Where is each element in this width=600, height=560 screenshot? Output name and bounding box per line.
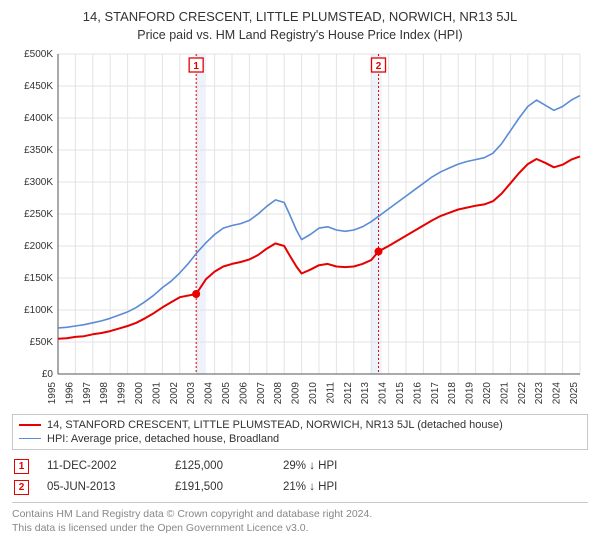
svg-text:2003: 2003: [186, 381, 197, 404]
page-title: 14, STANFORD CRESCENT, LITTLE PLUMSTEAD,…: [12, 8, 588, 26]
svg-text:2011: 2011: [325, 381, 336, 403]
svg-text:2002: 2002: [169, 381, 180, 404]
svg-text:2000: 2000: [134, 381, 145, 404]
svg-text:2020: 2020: [482, 381, 493, 404]
copyright: Contains HM Land Registry data © Crown c…: [12, 502, 588, 535]
svg-text:£500K: £500K: [24, 49, 53, 60]
svg-text:1998: 1998: [99, 381, 110, 404]
svg-text:2010: 2010: [308, 381, 319, 404]
svg-text:2001: 2001: [151, 381, 162, 404]
svg-text:2014: 2014: [378, 381, 389, 404]
svg-text:£50K: £50K: [30, 337, 54, 348]
legend-swatch: [19, 424, 41, 426]
svg-text:2004: 2004: [204, 381, 215, 404]
price-chart: £0 £50K £100K £150K £200K £250K £300K £350K £400…: [12, 48, 588, 408]
copyright-line-1: Contains HM Land Registry data © Crown c…: [12, 507, 588, 521]
event-row: 1 11-DEC-2002 £125,000 29% ↓ HPI: [12, 456, 588, 477]
svg-text:2008: 2008: [273, 381, 284, 404]
svg-text:£400K: £400K: [24, 113, 53, 124]
svg-text:1995: 1995: [47, 381, 58, 404]
event-marker: 2: [14, 480, 29, 495]
svg-text:£100K: £100K: [24, 305, 53, 316]
svg-text:2007: 2007: [256, 381, 267, 404]
svg-text:2025: 2025: [569, 381, 580, 404]
svg-text:£350K: £350K: [24, 145, 53, 156]
svg-text:1997: 1997: [82, 381, 93, 404]
event-date: 05-JUN-2013: [47, 481, 157, 493]
event-row: 2 05-JUN-2013 £191,500 21% ↓ HPI: [12, 477, 588, 498]
svg-text:2017: 2017: [430, 381, 441, 404]
svg-text:2021: 2021: [499, 381, 510, 404]
legend-row: HPI: Average price, detached house, Broa…: [19, 432, 581, 446]
svg-text:2005: 2005: [221, 381, 232, 404]
legend-swatch: [19, 438, 41, 439]
event-hpi: 21% ↓ HPI: [283, 481, 403, 493]
event-price: £191,500: [175, 481, 265, 493]
svg-text:1999: 1999: [117, 381, 128, 404]
svg-text:2022: 2022: [517, 381, 528, 404]
event-date: 11-DEC-2002: [47, 460, 157, 472]
sale-events: 1 11-DEC-2002 £125,000 29% ↓ HPI 2 05-JUN-201…: [12, 456, 588, 498]
svg-text:1996: 1996: [64, 381, 75, 404]
copyright-line-2: This data is licensed under the Open Gov…: [12, 521, 588, 535]
svg-text:2013: 2013: [360, 381, 371, 404]
legend-label: 14, STANFORD CRESCENT, LITTLE PLUMSTEAD,…: [47, 419, 503, 431]
svg-text:2018: 2018: [447, 381, 458, 404]
svg-text:2012: 2012: [343, 381, 354, 404]
event-marker: 1: [14, 459, 29, 474]
page-subtitle: Price paid vs. HM Land Registry's House …: [12, 28, 588, 42]
svg-text:£200K: £200K: [24, 241, 53, 252]
svg-text:2009: 2009: [291, 381, 302, 404]
svg-text:2006: 2006: [238, 381, 249, 404]
svg-text:2: 2: [376, 61, 382, 72]
svg-text:2024: 2024: [552, 381, 563, 404]
svg-text:2015: 2015: [395, 381, 406, 404]
event-hpi: 29% ↓ HPI: [283, 460, 403, 472]
svg-text:£300K: £300K: [24, 177, 53, 188]
svg-text:£0: £0: [42, 369, 54, 380]
svg-text:2016: 2016: [412, 381, 423, 404]
legend: 14, STANFORD CRESCENT, LITTLE PLUMSTEAD,…: [12, 414, 588, 450]
event-price: £125,000: [175, 460, 265, 472]
svg-text:£150K: £150K: [24, 273, 53, 284]
svg-text:1: 1: [193, 61, 199, 72]
legend-label: HPI: Average price, detached house, Broa…: [47, 433, 279, 445]
legend-row: 14, STANFORD CRESCENT, LITTLE PLUMSTEAD,…: [19, 418, 581, 432]
svg-text:£450K: £450K: [24, 81, 53, 92]
svg-text:£250K: £250K: [24, 209, 53, 220]
svg-text:2019: 2019: [465, 381, 476, 404]
svg-text:2023: 2023: [534, 381, 545, 404]
